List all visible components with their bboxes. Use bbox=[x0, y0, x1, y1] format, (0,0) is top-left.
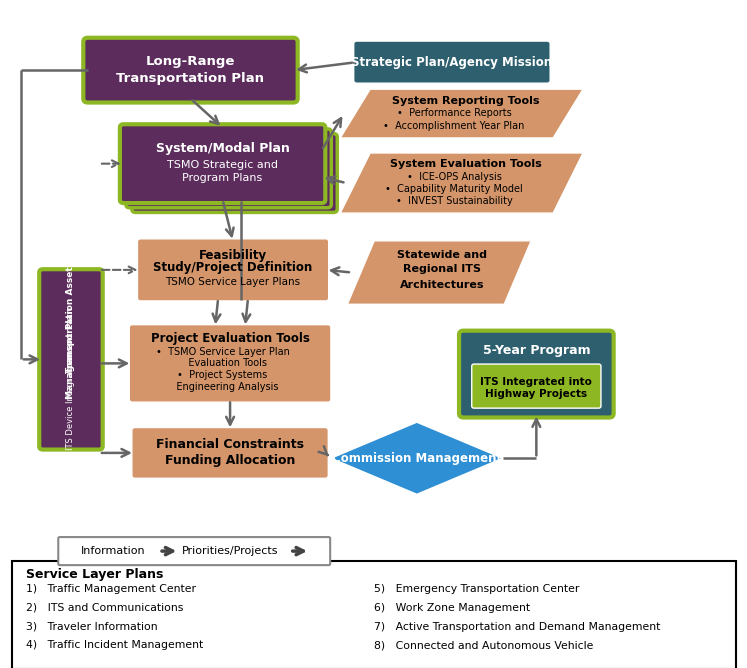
Text: Project Evaluation Tools: Project Evaluation Tools bbox=[151, 331, 309, 345]
Polygon shape bbox=[341, 153, 583, 213]
Text: System/Modal Plan: System/Modal Plan bbox=[155, 142, 290, 156]
Text: •  INVEST Sustainability: • INVEST Sustainability bbox=[396, 196, 512, 206]
Text: •  ICE-OPS Analysis: • ICE-OPS Analysis bbox=[406, 172, 502, 182]
Text: Long-Range
Transportation Plan: Long-Range Transportation Plan bbox=[117, 55, 264, 85]
Text: •  Performance Reports: • Performance Reports bbox=[397, 108, 512, 118]
Text: Strategic Plan/Agency Mission: Strategic Plan/Agency Mission bbox=[351, 55, 553, 69]
Text: ITS Device Integration: ITS Device Integration bbox=[66, 356, 75, 450]
Text: Financial Constraints: Financial Constraints bbox=[156, 438, 304, 451]
Text: Architectures: Architectures bbox=[400, 280, 485, 289]
Text: Management Plan: Management Plan bbox=[66, 307, 75, 399]
Text: 4)   Traffic Incident Management: 4) Traffic Incident Management bbox=[26, 641, 203, 650]
Text: Engineering Analysis: Engineering Analysis bbox=[167, 382, 279, 391]
FancyBboxPatch shape bbox=[131, 134, 338, 212]
Text: •  Accomplishment Year Plan: • Accomplishment Year Plan bbox=[383, 121, 525, 130]
Text: Statewide and: Statewide and bbox=[397, 250, 487, 260]
Text: Funding Allocation: Funding Allocation bbox=[165, 454, 295, 468]
FancyBboxPatch shape bbox=[459, 331, 613, 418]
Polygon shape bbox=[347, 241, 531, 305]
FancyBboxPatch shape bbox=[131, 428, 329, 478]
Text: ITS Integrated into: ITS Integrated into bbox=[480, 377, 592, 387]
Text: 6)   Work Zone Management: 6) Work Zone Management bbox=[374, 603, 530, 613]
Text: System Reporting Tools: System Reporting Tools bbox=[391, 96, 539, 106]
FancyBboxPatch shape bbox=[137, 238, 329, 301]
Polygon shape bbox=[341, 89, 583, 138]
Text: •  Capability Maturity Model: • Capability Maturity Model bbox=[385, 184, 523, 194]
Text: •  TSMO Service Layer Plan: • TSMO Service Layer Plan bbox=[155, 347, 290, 357]
FancyBboxPatch shape bbox=[58, 537, 330, 565]
Text: •  Project Systems: • Project Systems bbox=[178, 371, 267, 380]
FancyBboxPatch shape bbox=[120, 124, 325, 203]
FancyBboxPatch shape bbox=[39, 269, 103, 450]
Text: 5-Year Program: 5-Year Program bbox=[483, 344, 590, 357]
Text: 1)   Traffic Management Center: 1) Traffic Management Center bbox=[26, 584, 196, 594]
Text: Evaluation Tools: Evaluation Tools bbox=[179, 359, 267, 368]
Text: Commission Management: Commission Management bbox=[332, 452, 502, 465]
FancyBboxPatch shape bbox=[129, 325, 331, 402]
Text: Study/Project Definition: Study/Project Definition bbox=[153, 261, 313, 274]
Text: 8)   Connected and Autonomous Vehicle: 8) Connected and Autonomous Vehicle bbox=[374, 641, 593, 650]
Text: 5)   Emergency Transportation Center: 5) Emergency Transportation Center bbox=[374, 584, 579, 594]
FancyBboxPatch shape bbox=[83, 37, 297, 102]
Text: Priorities/Projects: Priorities/Projects bbox=[182, 546, 279, 556]
Text: TSMO Service Layer Plans: TSMO Service Layer Plans bbox=[166, 277, 300, 287]
Text: Service Layer Plans: Service Layer Plans bbox=[26, 568, 164, 581]
Text: TSMO Strategic and
Program Plans: TSMO Strategic and Program Plans bbox=[167, 160, 278, 183]
Text: System Evaluation Tools: System Evaluation Tools bbox=[389, 160, 542, 169]
Text: Regional ITS: Regional ITS bbox=[403, 264, 481, 273]
Text: Transportation Asset: Transportation Asset bbox=[66, 266, 75, 373]
Text: 2)   ITS and Communications: 2) ITS and Communications bbox=[26, 603, 184, 613]
FancyBboxPatch shape bbox=[12, 561, 736, 668]
FancyBboxPatch shape bbox=[354, 41, 550, 83]
Polygon shape bbox=[331, 422, 503, 494]
Text: Highway Projects: Highway Projects bbox=[486, 389, 587, 399]
FancyBboxPatch shape bbox=[125, 129, 332, 208]
Text: 3)   Traveler Information: 3) Traveler Information bbox=[26, 622, 158, 631]
Text: 7)   Active Transportation and Demand Management: 7) Active Transportation and Demand Mana… bbox=[374, 622, 660, 631]
FancyBboxPatch shape bbox=[472, 364, 601, 408]
Text: Feasibility: Feasibility bbox=[199, 248, 267, 262]
Text: Information: Information bbox=[81, 546, 146, 556]
